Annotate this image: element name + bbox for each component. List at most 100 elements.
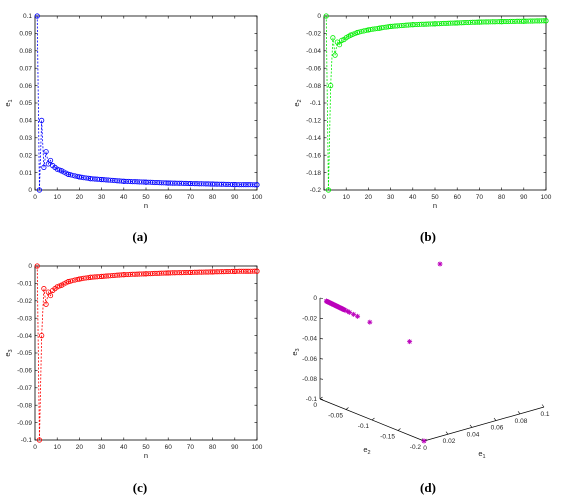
y-tick-label: 0.01 bbox=[19, 170, 32, 177]
data-point bbox=[39, 117, 45, 124]
data-point bbox=[332, 52, 338, 58]
y-tick-label: -0.06 bbox=[306, 65, 321, 72]
y-tick-label: -0.08 bbox=[306, 83, 321, 90]
data-point-tail bbox=[350, 31, 356, 37]
panel-a: (a) 0 10 20 30 40 50 60 70 80 90 100 0 0.01 0.02 0.03 0… bbox=[3, 13, 263, 244]
y-axis-label: e2 bbox=[292, 99, 303, 106]
e2-axis-label-main: e bbox=[363, 445, 367, 454]
data-point bbox=[325, 187, 332, 193]
panel-b-caption: (b) bbox=[420, 229, 436, 244]
e2-tick-label: -0.1 bbox=[358, 423, 370, 430]
series-markers bbox=[34, 263, 260, 443]
x-tick-label: 0 bbox=[33, 194, 37, 201]
data-point-tail bbox=[252, 182, 258, 188]
y-tick-label: 0 bbox=[317, 13, 321, 20]
e2-tick-mark bbox=[319, 396, 323, 400]
e1-axis-label-text: e1 bbox=[478, 449, 485, 460]
z-tick-label: 0 bbox=[313, 295, 317, 302]
y-tick-label: 0.07 bbox=[19, 65, 32, 72]
panel-c-caption: (c) bbox=[133, 480, 147, 495]
data-point-tail bbox=[254, 268, 260, 274]
data-point bbox=[351, 311, 357, 317]
y-tick-label: 0.05 bbox=[19, 100, 32, 107]
x-tick-label: 90 bbox=[231, 194, 239, 201]
star-stroke bbox=[421, 438, 427, 444]
star-stroke bbox=[324, 299, 329, 304]
z-axis-label-text: e3 bbox=[290, 348, 301, 355]
z-tick-mark bbox=[319, 378, 324, 380]
data-point bbox=[34, 13, 40, 19]
x-tick-label: 90 bbox=[520, 194, 528, 201]
data-point bbox=[43, 149, 49, 155]
scatter-points bbox=[323, 261, 443, 444]
x-tick-label: 60 bbox=[165, 444, 173, 451]
y-tick-label: -0.02 bbox=[17, 298, 32, 305]
e1-axis-label-sub: 1 bbox=[483, 454, 486, 460]
z-axis-label: e3 bbox=[290, 348, 301, 355]
star-stroke bbox=[367, 320, 372, 325]
z-tick-mark bbox=[319, 398, 324, 400]
star-stroke bbox=[407, 339, 412, 344]
star-stroke bbox=[347, 310, 352, 315]
y-tick-label: 0.02 bbox=[19, 152, 32, 159]
data-point-tail bbox=[254, 182, 260, 188]
x-axis-label: n bbox=[144, 201, 148, 210]
y-tick-label: 0.08 bbox=[19, 48, 32, 55]
e2-axis-label-text: e2 bbox=[363, 445, 370, 456]
x-tick-label: 70 bbox=[187, 444, 195, 451]
data-point-tail bbox=[541, 18, 547, 24]
star-stroke bbox=[345, 309, 350, 314]
x-tick-label: 60 bbox=[454, 194, 462, 201]
e2-tick-label: -0.05 bbox=[328, 413, 343, 420]
x-tick-label: 20 bbox=[365, 194, 373, 201]
x-tick-label: 40 bbox=[409, 194, 417, 201]
y-axis-label-sub: 3 bbox=[8, 349, 14, 352]
y-tick-label: -0.1 bbox=[21, 437, 33, 444]
plot-frame bbox=[34, 265, 258, 441]
series-tail-markers bbox=[345, 18, 549, 39]
y-axis-label-sub: 2 bbox=[297, 99, 303, 102]
data-point bbox=[367, 319, 373, 325]
data-point-tail bbox=[252, 268, 258, 274]
panel-d: (d) 0-0.02-0.04-0.06-0.08-0.10-0.05-0.1-… bbox=[290, 261, 550, 495]
e1-tick-label: 0.02 bbox=[443, 438, 456, 445]
e1-tick-label: 0.04 bbox=[467, 431, 480, 438]
series-line bbox=[325, 15, 547, 191]
data-point bbox=[34, 263, 40, 269]
y-tick-label: -0.06 bbox=[17, 368, 32, 375]
data-point bbox=[47, 292, 54, 299]
data-point bbox=[407, 339, 413, 345]
data-point-tail bbox=[348, 32, 354, 38]
y-tick-label: 0.03 bbox=[19, 135, 32, 142]
z-tick-mark bbox=[319, 358, 324, 360]
y-tick-label: -0.09 bbox=[17, 420, 32, 427]
e1-tick-mark bbox=[517, 411, 521, 414]
z-axis-label-sub: 3 bbox=[295, 348, 301, 351]
y-tick-label: -0.05 bbox=[17, 350, 32, 357]
data-point bbox=[54, 284, 60, 290]
y-tick-label: -0.18 bbox=[306, 170, 321, 177]
data-point bbox=[54, 166, 60, 172]
e1-axis-label-main: e bbox=[478, 449, 482, 458]
e2-tick-mark bbox=[397, 428, 401, 431]
x-axis-label: n bbox=[433, 201, 437, 210]
series-markers bbox=[323, 13, 549, 193]
y-axis-label-text: e2 bbox=[292, 99, 303, 106]
e1-tick-label: 0 bbox=[423, 445, 427, 452]
data-point bbox=[36, 187, 43, 193]
data-point bbox=[355, 313, 361, 319]
y-tick-label: 0.06 bbox=[19, 83, 32, 90]
data-point bbox=[323, 13, 329, 19]
x-tick-label: 40 bbox=[120, 194, 128, 201]
e2-tick-label: -0.15 bbox=[380, 434, 395, 441]
data-point bbox=[47, 157, 54, 164]
y-tick-label: -0.01 bbox=[17, 281, 32, 288]
data-point-tail bbox=[543, 18, 549, 24]
y-tick-label: -0.04 bbox=[17, 333, 32, 340]
x-tick-label: 30 bbox=[387, 194, 395, 201]
e1-axis-label: e1 bbox=[478, 449, 485, 460]
y-tick-label: -0.03 bbox=[17, 315, 32, 322]
x-tick-label: 10 bbox=[54, 194, 62, 201]
z-tick-mark bbox=[319, 317, 324, 319]
data-point bbox=[41, 286, 47, 292]
